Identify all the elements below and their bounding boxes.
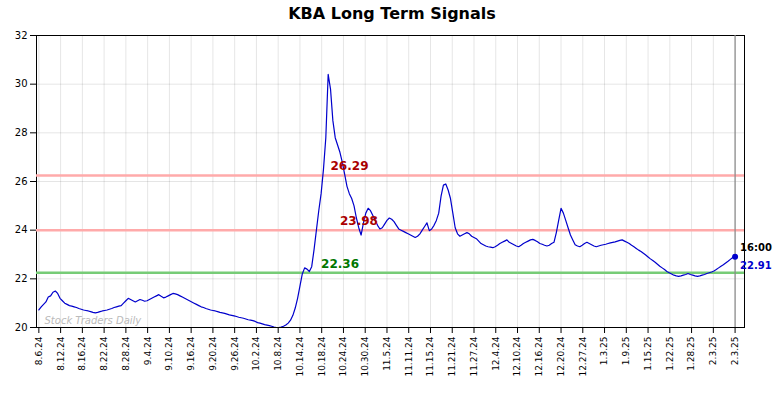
svg-text:22.91: 22.91 [740,260,772,271]
svg-text:9.16.24: 9.16.24 [186,336,196,371]
svg-text:20: 20 [15,322,28,333]
svg-text:11.27.24: 11.27.24 [469,336,479,376]
svg-text:9.10.24: 9.10.24 [164,336,174,371]
svg-text:10.14.24: 10.14.24 [295,336,305,376]
svg-text:1.28.25: 1.28.25 [686,337,696,371]
html-text:KBA Long Term Signals: KBA Long Term Signals [288,4,496,23]
svg-text:11.15.24: 11.15.24 [425,336,435,376]
svg-text:10.30.24: 10.30.24 [360,336,370,376]
svg-text:12.27.24: 12.27.24 [578,336,588,376]
svg-text:26: 26 [15,176,28,187]
svg-text:28: 28 [15,127,28,138]
svg-text:9.26.24: 9.26.24 [230,336,240,371]
svg-text:8.12.24: 8.12.24 [55,336,65,371]
svg-text:2.3.25: 2.3.25 [708,337,718,366]
svg-text:12.4.24: 12.4.24 [491,336,501,371]
svg-text:22: 22 [15,273,28,284]
svg-text:10.24.24: 10.24.24 [338,336,348,376]
svg-text:1.9.25: 1.9.25 [621,337,631,366]
svg-text:26.29: 26.29 [331,159,369,173]
svg-text:9.4.24: 9.4.24 [143,336,153,365]
svg-text:32: 32 [15,30,28,41]
svg-text:24: 24 [15,224,28,235]
svg-text:11.21.24: 11.21.24 [447,336,457,376]
svg-text:11.11.24: 11.11.24 [404,336,414,376]
svg-text:8.22.24: 8.22.24 [99,336,109,371]
svg-text:10.2.24: 10.2.24 [251,336,261,371]
svg-text:30: 30 [15,78,28,89]
svg-text:2.3.25: 2.3.25 [730,337,740,366]
svg-text:12.16.24: 12.16.24 [534,336,544,376]
svg-text:1.22.25: 1.22.25 [665,337,675,371]
svg-text:8.6.24: 8.6.24 [34,336,44,365]
svg-text:10.18.24: 10.18.24 [317,336,327,376]
svg-text:22.36: 22.36 [321,257,359,271]
svg-text:1.15.25: 1.15.25 [643,337,653,371]
svg-text:11.5.24: 11.5.24 [382,336,392,371]
svg-text:10.8.24: 10.8.24 [273,336,283,371]
svg-text:12.10.24: 12.10.24 [512,336,522,376]
svg-text:12.20.24: 12.20.24 [556,336,566,376]
svg-text:Stock Traders Daily: Stock Traders Daily [45,315,143,326]
svg-text:8.28.24: 8.28.24 [121,336,131,371]
svg-text:23.98: 23.98 [340,214,378,228]
svg-text:1.3.25: 1.3.25 [599,337,609,366]
svg-text:16:00: 16:00 [740,242,772,253]
svg-text:8.16.24: 8.16.24 [77,336,87,371]
svg-text:9.20.24: 9.20.24 [208,336,218,371]
